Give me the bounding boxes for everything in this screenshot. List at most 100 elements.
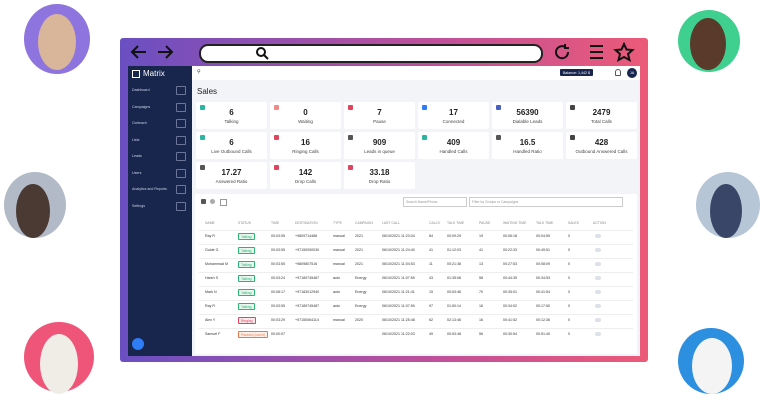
status-badge: Paused (Lunch) — [238, 331, 268, 338]
sidebar-item[interactable]: Campaigns — [132, 104, 151, 109]
row-divider — [199, 258, 633, 259]
sidebar: Matrix Dashboard Campaigns Outreach Lists Le… — [128, 66, 192, 356]
stat-value: 56390 — [516, 108, 539, 117]
table-cell: 2021 — [355, 248, 363, 252]
stat-label: Ringing Calls — [292, 149, 319, 154]
expand-button[interactable] — [220, 199, 227, 206]
table-cell: +9809807516 — [295, 262, 318, 266]
status-badge: Talking — [238, 275, 255, 282]
search-input[interactable]: Search Name/Phone — [403, 197, 467, 207]
status-badge: Talking — [238, 289, 255, 296]
action-button[interactable] — [595, 234, 601, 238]
stat-icon — [274, 165, 279, 170]
action-button[interactable] — [595, 290, 601, 294]
notification-bell[interactable] — [615, 69, 621, 76]
chat-button[interactable] — [132, 338, 144, 350]
sidebar-item[interactable]: Analytics and Reports — [132, 187, 167, 191]
table-cell: 62 — [429, 318, 433, 322]
status-badge: Talking — [238, 303, 255, 310]
bookmark-button[interactable] — [613, 42, 635, 62]
table-cell: 00:09:29 — [447, 234, 461, 238]
stat-card: 6 Live Outbound Calls — [196, 132, 267, 159]
column-header: LAST CALL — [382, 221, 400, 225]
sidebar-item[interactable]: Leads — [132, 154, 142, 158]
action-button[interactable] — [595, 248, 601, 252]
table-cell: 0 — [568, 332, 570, 336]
stat-card: 2479 Total Calls — [566, 102, 637, 129]
table-cell: 84 — [429, 234, 433, 238]
user-avatar[interactable]: JA — [627, 68, 637, 78]
table-cell: 00:34:02 — [503, 304, 517, 308]
menu-button[interactable] — [590, 45, 603, 59]
stat-label: Handled Calls — [439, 149, 468, 154]
table-cell: auto — [333, 304, 340, 308]
filter-input[interactable]: Filter by Groups or Campaigns — [469, 197, 623, 207]
stat-label: Outbound Answered Calls — [575, 149, 628, 154]
table-cell: 0 — [568, 290, 570, 294]
action-button[interactable] — [595, 318, 601, 322]
action-button[interactable] — [595, 262, 601, 266]
topbar: ⚲ Balance: 1,442 $ JA — [192, 66, 640, 80]
stat-label: Live Outbound Calls — [211, 149, 252, 154]
stat-card: 142 Drop Calls — [270, 162, 341, 189]
stat-card: 33.18 Drop Ratio — [344, 162, 415, 189]
table-cell: 2021 — [355, 234, 363, 238]
stat-value: 2479 — [592, 108, 611, 117]
table-cell: 00:44:35 — [503, 276, 517, 280]
table-cell: +97189745487 — [295, 304, 320, 308]
table-cell: 43 — [429, 276, 433, 280]
sidebar-item[interactable]: Outreach — [132, 121, 147, 125]
table-cell: Alex Y — [205, 318, 216, 322]
row-divider — [199, 286, 633, 287]
action-button[interactable] — [595, 276, 601, 280]
table-cell: 0 — [568, 304, 570, 308]
stat-card: 909 Leads in queue — [344, 132, 415, 159]
table-cell: Ray R — [205, 234, 215, 238]
sidebar-item[interactable]: Lists — [132, 137, 140, 142]
stat-value: 6 — [229, 138, 234, 147]
sidebar-item[interactable]: Dashboard — [132, 88, 150, 92]
sidebar-icon — [176, 102, 186, 112]
back-button[interactable] — [130, 45, 146, 59]
sidebar-item[interactable]: Settings — [132, 203, 145, 208]
action-button[interactable] — [595, 332, 601, 336]
browser-toolbar — [130, 42, 635, 62]
table-cell: 00:21:38 — [447, 262, 461, 266]
stat-card: 17.27 Answered Ratio — [196, 162, 267, 189]
list-view-button[interactable] — [210, 199, 215, 204]
table-cell: 15 — [429, 290, 433, 294]
table-cell: 00:03:55 — [271, 248, 285, 252]
table-cell: Mark N — [205, 290, 217, 294]
column-header: TYPE — [333, 221, 342, 225]
table-cell: Energy — [355, 276, 367, 280]
logo — [132, 70, 140, 78]
table-cell: 00:08:09 — [536, 262, 550, 266]
address-bar[interactable] — [199, 44, 543, 63]
table-cell: 0 — [568, 262, 570, 266]
avatar — [38, 14, 76, 70]
column-header: CALLS — [429, 221, 440, 225]
table-cell: 00:03:55 — [271, 304, 285, 308]
table-cell: 0 — [568, 248, 570, 252]
sidebar-item[interactable]: Users — [132, 170, 142, 175]
row-divider — [199, 314, 633, 315]
stat-card: 409 Handled Calls — [418, 132, 489, 159]
stat-value: 0 — [303, 108, 308, 117]
reload-button[interactable] — [555, 44, 570, 60]
stat-icon — [496, 135, 501, 140]
grid-view-button[interactable] — [201, 199, 206, 204]
forward-button[interactable] — [158, 45, 174, 59]
row-divider — [199, 328, 633, 329]
action-button[interactable] — [595, 304, 601, 308]
sidebar-icon — [176, 135, 186, 145]
stat-value: 17 — [449, 108, 458, 117]
table-cell: 00:03:55 — [271, 262, 285, 266]
sidebar-icon — [176, 152, 186, 161]
row-divider — [199, 300, 633, 301]
stat-value: 409 — [446, 138, 461, 147]
status-badge: Talking — [238, 233, 255, 240]
search-icon[interactable]: ⚲ — [197, 69, 201, 75]
stat-icon — [496, 105, 501, 110]
table-cell: 00:34:53 — [536, 276, 550, 280]
table-cell: 13 — [479, 262, 483, 266]
